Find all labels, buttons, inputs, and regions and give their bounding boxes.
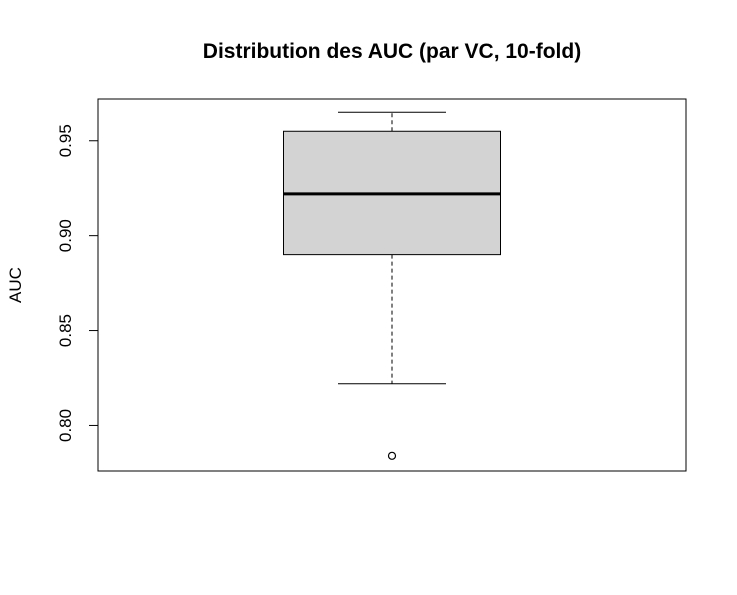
boxplot	[283, 111, 501, 460]
y-axis: 0.80 0.85 0.90 0.95	[56, 124, 99, 442]
y-tick-label: 0.80	[56, 409, 75, 442]
y-tick-label: 0.95	[56, 124, 75, 157]
y-tick-label: 0.90	[56, 219, 75, 252]
y-tick-label: 0.85	[56, 314, 75, 347]
outlier-point	[387, 451, 397, 460]
y-axis-label: AUC	[6, 267, 25, 303]
chart-title: Distribution des AUC (par VC, 10-fold)	[203, 40, 581, 63]
